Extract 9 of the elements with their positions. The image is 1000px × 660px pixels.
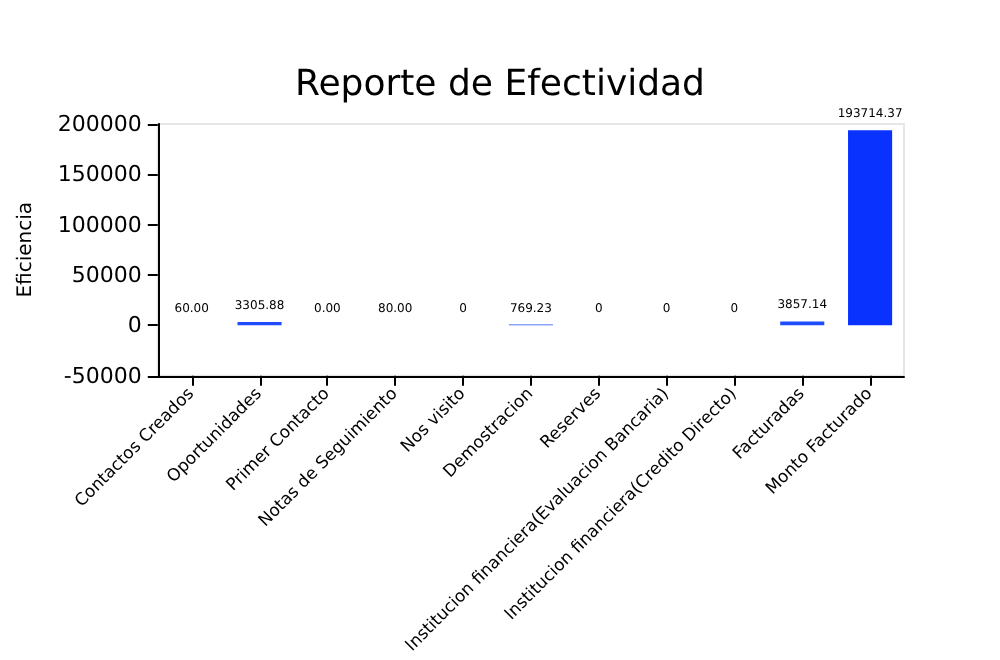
y-tick-label: -50000 — [63, 362, 142, 389]
y-tick-label: 50000 — [71, 261, 142, 288]
y-axis-title: Eficiencia — [15, 202, 37, 298]
y-tick-label: 150000 — [57, 161, 142, 188]
bar — [848, 130, 893, 326]
y-tick-label: 0 — [127, 312, 142, 339]
y-tick-label: 200000 — [57, 111, 142, 137]
y-tick-label: 100000 — [57, 211, 142, 238]
chart-title: Reporte de Efectividad — [295, 63, 705, 105]
